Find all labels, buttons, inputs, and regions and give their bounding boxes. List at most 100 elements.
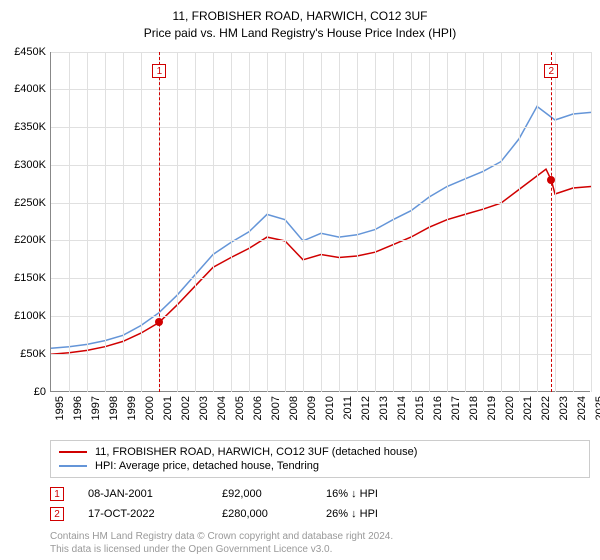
event-point-marker (547, 176, 555, 184)
event-marker-box: 2 (544, 64, 558, 78)
gridline-v (105, 52, 106, 392)
gridline-v (177, 52, 178, 392)
gridline-v (195, 52, 196, 392)
x-tick-label: 2009 (306, 396, 318, 420)
x-tick-label: 1995 (54, 396, 66, 420)
chart-area: 12 £0£50K£100K£150K£200K£250K£300K£350K£… (0, 48, 600, 436)
x-tick-label: 2004 (216, 396, 228, 420)
chart-title-line1: 11, FROBISHER ROAD, HARWICH, CO12 3UF (0, 8, 600, 25)
x-tick-label: 1998 (108, 396, 120, 420)
event-line (159, 52, 160, 392)
y-tick-label: £0 (2, 386, 46, 398)
x-tick-label: 2013 (378, 396, 390, 420)
gridline-v (321, 52, 322, 392)
footnote-line1: Contains HM Land Registry data © Crown c… (50, 530, 590, 543)
gridline-v (303, 52, 304, 392)
events-table: 1 08-JAN-2001 £92,000 16% ↓ HPI 2 17-OCT-2022… (50, 484, 590, 524)
x-tick-label: 2002 (180, 396, 192, 420)
gridline-v (573, 52, 574, 392)
x-tick-label: 2010 (324, 396, 336, 420)
gridline-v (357, 52, 358, 392)
y-tick-label: £350K (2, 121, 46, 133)
gridline-v (447, 52, 448, 392)
event-row: 2 17-OCT-2022 £280,000 26% ↓ HPI (50, 504, 590, 524)
y-tick-label: £300K (2, 159, 46, 171)
event-line (551, 52, 552, 392)
event-row: 1 08-JAN-2001 £92,000 16% ↓ HPI (50, 484, 590, 504)
x-tick-label: 2023 (558, 396, 570, 420)
event-row-box: 2 (50, 507, 64, 521)
x-tick-label: 2012 (360, 396, 372, 420)
plot-region: 12 (50, 52, 590, 392)
x-tick-label: 2018 (468, 396, 480, 420)
x-tick-label: 2016 (432, 396, 444, 420)
gridline-v (483, 52, 484, 392)
gridline-v (393, 52, 394, 392)
legend-swatch-hpi (59, 465, 87, 467)
event-row-pct: 26% ↓ HPI (326, 508, 378, 520)
event-row-pct: 16% ↓ HPI (326, 488, 378, 500)
x-tick-label: 2005 (234, 396, 246, 420)
gridline-v (429, 52, 430, 392)
x-tick-label: 2024 (576, 396, 588, 420)
event-point-marker (155, 318, 163, 326)
gridline-v (537, 52, 538, 392)
gridline-v (249, 52, 250, 392)
x-tick-label: 2003 (198, 396, 210, 420)
gridline-v (411, 52, 412, 392)
gridline-v (213, 52, 214, 392)
x-tick-label: 2006 (252, 396, 264, 420)
x-tick-label: 2011 (342, 396, 354, 420)
x-tick-label: 2020 (504, 396, 516, 420)
footnote: Contains HM Land Registry data © Crown c… (50, 530, 590, 556)
x-tick-label: 2022 (540, 396, 552, 420)
footnote-line2: This data is licensed under the Open Gov… (50, 543, 590, 556)
gridline-v (519, 52, 520, 392)
gridline-v (141, 52, 142, 392)
legend-label-property: 11, FROBISHER ROAD, HARWICH, CO12 3UF (d… (95, 446, 417, 458)
gridline-v (501, 52, 502, 392)
gridline-v (375, 52, 376, 392)
legend-swatch-property (59, 451, 87, 453)
x-tick-label: 1997 (90, 396, 102, 420)
x-tick-label: 2015 (414, 396, 426, 420)
y-tick-label: £100K (2, 310, 46, 322)
gridline-v (267, 52, 268, 392)
gridline-v (591, 52, 592, 392)
x-tick-label: 2019 (486, 396, 498, 420)
event-row-price: £280,000 (222, 508, 302, 520)
x-tick-label: 2001 (162, 396, 174, 420)
event-row-date: 08-JAN-2001 (88, 488, 198, 500)
event-row-price: £92,000 (222, 488, 302, 500)
y-tick-label: £150K (2, 272, 46, 284)
event-row-box: 1 (50, 487, 64, 501)
legend: 11, FROBISHER ROAD, HARWICH, CO12 3UF (d… (50, 440, 590, 478)
legend-item-hpi: HPI: Average price, detached house, Tend… (59, 459, 581, 473)
x-tick-label: 2014 (396, 396, 408, 420)
x-tick-label: 2017 (450, 396, 462, 420)
gridline-v (465, 52, 466, 392)
legend-label-hpi: HPI: Average price, detached house, Tend… (95, 460, 319, 472)
x-tick-label: 2021 (522, 396, 534, 420)
x-tick-label: 2000 (144, 396, 156, 420)
event-row-date: 17-OCT-2022 (88, 508, 198, 520)
event-marker-box: 1 (152, 64, 166, 78)
y-tick-label: £200K (2, 234, 46, 246)
legend-item-property: 11, FROBISHER ROAD, HARWICH, CO12 3UF (d… (59, 445, 581, 459)
y-tick-label: £450K (2, 46, 46, 58)
chart-title-line2: Price paid vs. HM Land Registry's House … (0, 25, 600, 42)
gridline-v (231, 52, 232, 392)
chart-container: 11, FROBISHER ROAD, HARWICH, CO12 3UF Pr… (0, 0, 600, 560)
gridline-v (87, 52, 88, 392)
gridline-v (555, 52, 556, 392)
gridline-v (285, 52, 286, 392)
gridline-v (339, 52, 340, 392)
gridline-v (123, 52, 124, 392)
x-tick-label: 2007 (270, 396, 282, 420)
x-tick-label: 1996 (72, 396, 84, 420)
y-tick-label: £50K (2, 348, 46, 360)
x-tick-label: 2008 (288, 396, 300, 420)
x-tick-label: 1999 (126, 396, 138, 420)
x-tick-label: 2025 (594, 396, 600, 420)
gridline-v (69, 52, 70, 392)
